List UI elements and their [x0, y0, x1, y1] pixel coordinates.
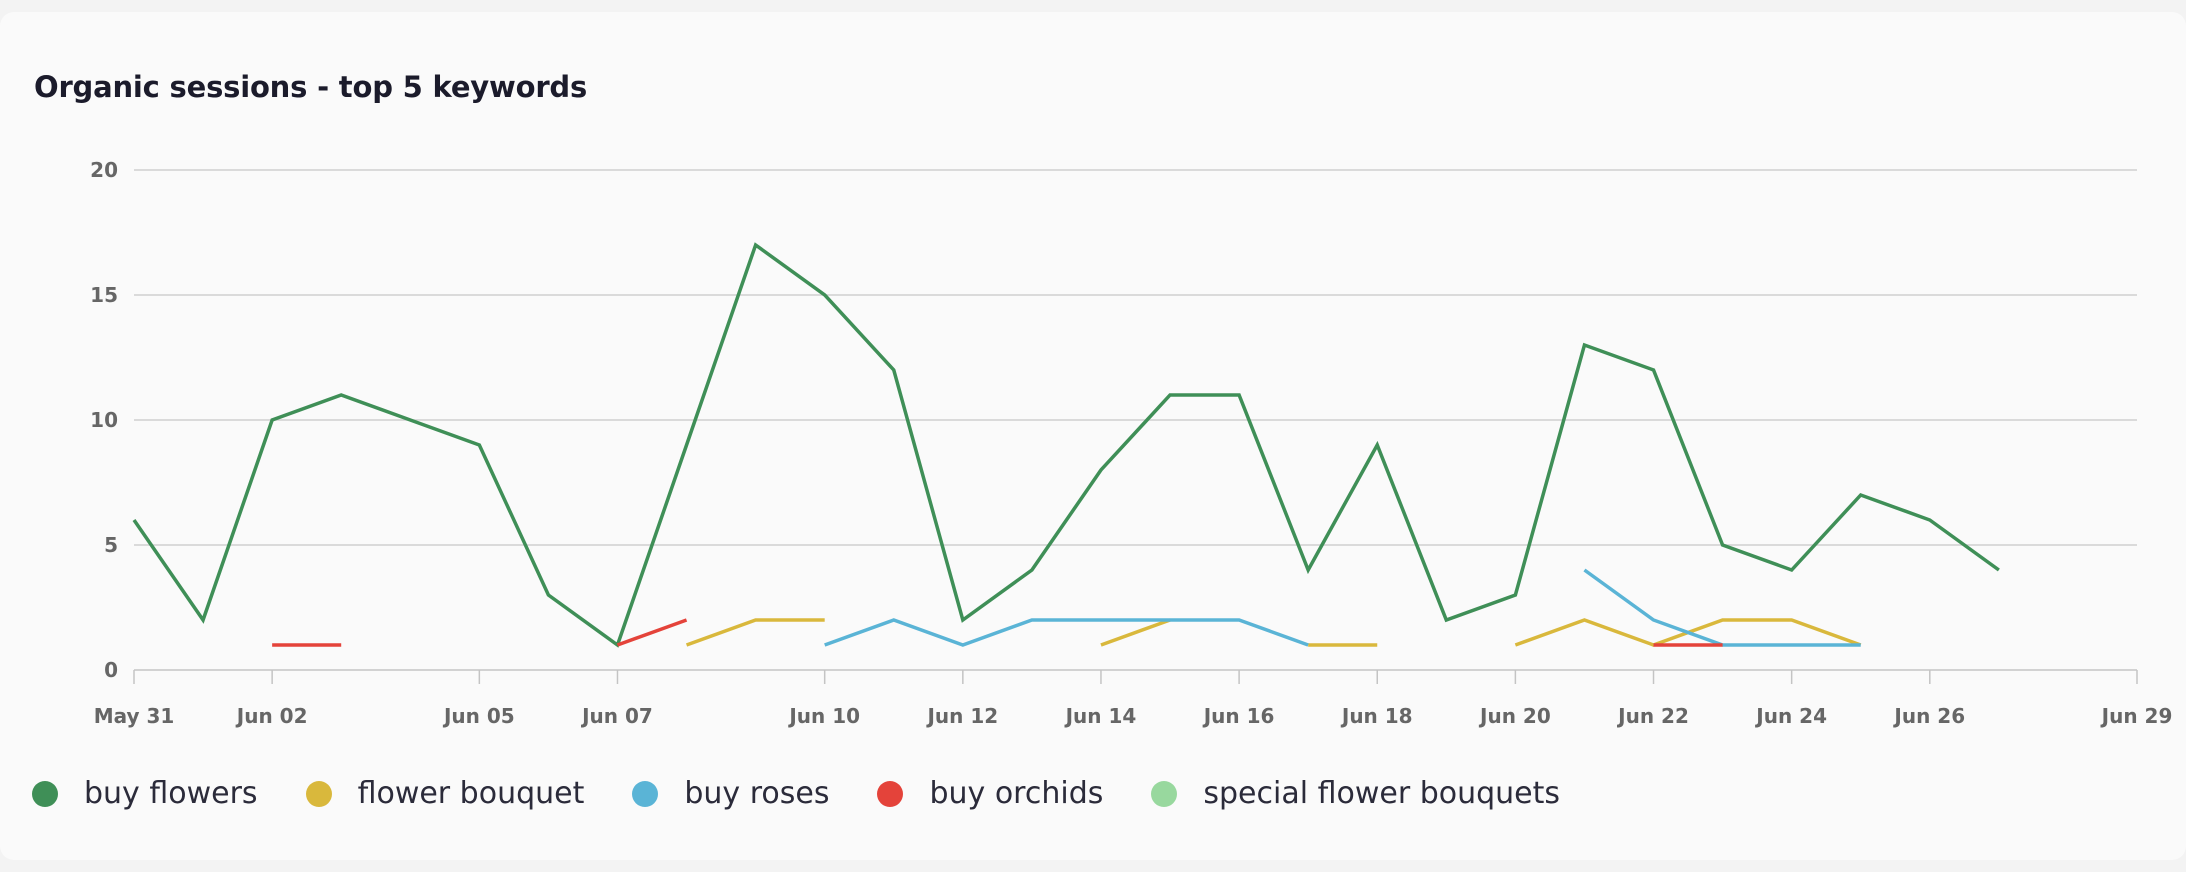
y-tick-label: 20: [90, 158, 118, 182]
legend-label: buy roses: [684, 776, 830, 811]
x-tick-label: Jun 10: [787, 704, 860, 728]
legend: buy flowers flower bouquet buy roses buy or…: [32, 776, 1608, 811]
series-line-flower-bouquet: [685, 618, 825, 647]
x-tick-label: Jun 07: [580, 704, 653, 728]
legend-label: flower bouquet: [357, 776, 585, 811]
y-axis: 0 5 10 15 20: [90, 158, 118, 682]
legend-item[interactable]: flower bouquet: [305, 776, 585, 811]
x-tick-label: Jun 05: [442, 704, 515, 728]
legend-item[interactable]: buy orchids: [877, 776, 1103, 811]
legend-label: buy orchids: [929, 776, 1104, 811]
series-line-buy-roses: [824, 618, 1309, 647]
x-tick-label: Jun 02: [235, 704, 308, 728]
x-tick-label: Jun 16: [1202, 704, 1275, 728]
x-tick-label: May 31: [94, 704, 175, 728]
legend-swatch: [1151, 780, 1178, 807]
x-tick-label: Jun 18: [1340, 704, 1413, 728]
x-tick-label: Jun 29: [2100, 704, 2173, 728]
series-line-flower-bouquet: [1100, 618, 1171, 647]
legend-item[interactable]: buy flowers: [32, 776, 258, 811]
legend-item[interactable]: special flower bouquets: [1151, 776, 1560, 811]
x-tick-label: Jun 12: [925, 704, 998, 728]
legend-swatch: [877, 780, 904, 807]
x-tick-label: Jun 26: [1892, 704, 1965, 728]
x-tick-label: Jun 24: [1754, 704, 1827, 728]
series-line-buy-orchids: [616, 618, 688, 647]
series-line-buy-flowers: [132, 242, 2000, 648]
legend-swatch: [305, 780, 332, 807]
x-axis: May 31 Jun 02 Jun 05 Jun 07 Jun 10 Jun 12 Jun …: [94, 670, 2173, 728]
chart-title: Organic sessions - top 5 keywords: [34, 70, 588, 104]
chart-card: Organic sessions - top 5 keywords: [0, 12, 2186, 860]
legend-swatch: [632, 780, 659, 807]
x-tick-label: Jun 22: [1616, 704, 1689, 728]
legend-label: buy flowers: [84, 776, 258, 811]
legend-swatch: [32, 780, 58, 807]
y-tick-label: 0: [104, 658, 118, 682]
legend-label: special flower bouquets: [1203, 776, 1561, 811]
y-tick-label: 10: [90, 408, 118, 432]
y-tick-label: 5: [104, 533, 118, 557]
x-tick-label: Jun 20: [1478, 704, 1551, 728]
y-tick-label: 15: [90, 283, 118, 307]
x-tick-label: Jun 14: [1064, 704, 1137, 728]
legend-item[interactable]: buy roses: [632, 776, 829, 811]
grid-lines: [134, 169, 2137, 671]
series-lines: [132, 242, 2000, 648]
